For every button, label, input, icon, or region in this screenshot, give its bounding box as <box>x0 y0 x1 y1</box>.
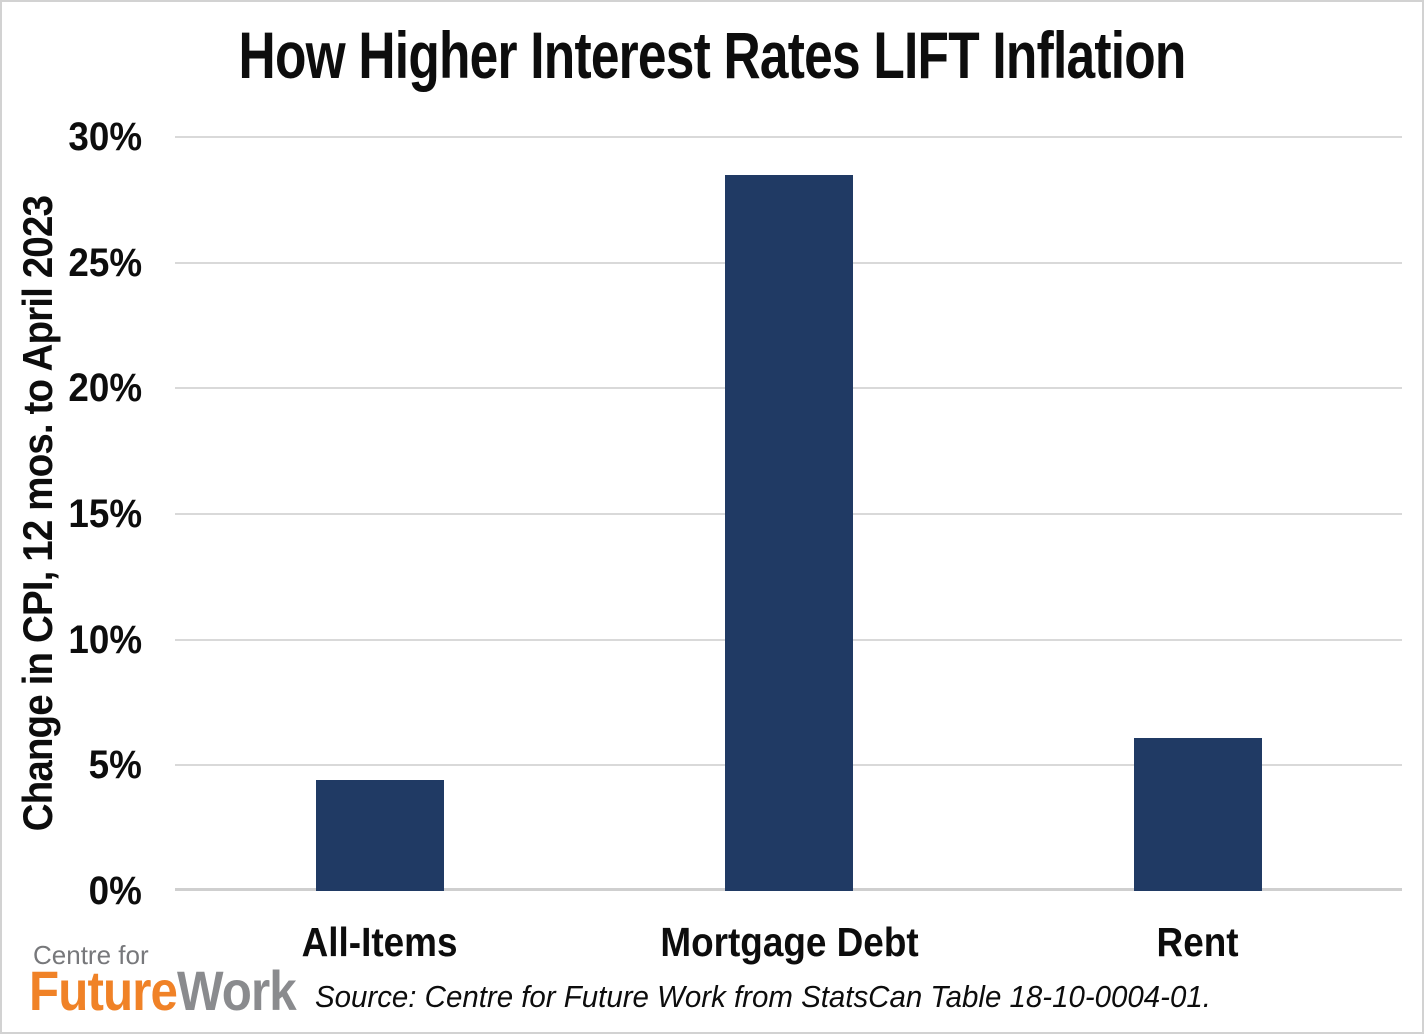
x-label-text: All-Items <box>302 919 458 965</box>
logo-line2: FutureWork <box>29 959 297 1022</box>
y-tick-label: 0% <box>88 869 142 913</box>
gridline-30% <box>175 136 1402 138</box>
x-label-rent: Rent <box>988 919 1408 965</box>
y-tick-10%: 10% <box>2 616 142 664</box>
x-label-mortgage-debt: Mortgage Debt <box>579 919 999 965</box>
logo-word-future: Future <box>29 959 178 1022</box>
logo-word-work: Work <box>177 959 297 1022</box>
y-tick-25%: 25% <box>2 239 142 287</box>
y-tick-label: 15% <box>68 492 142 536</box>
x-label-all-items: All-Items <box>170 919 590 965</box>
y-tick-label: 20% <box>68 366 142 410</box>
y-tick-label: 10% <box>68 618 142 662</box>
y-tick-20%: 20% <box>2 364 142 412</box>
y-tick-label: 5% <box>88 743 142 787</box>
y-tick-0%: 0% <box>2 867 142 915</box>
source-note: Source: Centre for Future Work from Stat… <box>315 979 1258 1015</box>
bar-all-items <box>316 780 444 891</box>
chart-title: How Higher Interest Rates LIFT Inflation <box>2 18 1422 92</box>
y-tick-15%: 15% <box>2 490 142 538</box>
source-note-text: Source: Centre for Future Work from Stat… <box>315 979 1211 1014</box>
bar-rent <box>1134 738 1262 891</box>
chart-title-text: How Higher Interest Rates LIFT Inflation <box>238 18 1186 92</box>
y-tick-5%: 5% <box>2 741 142 789</box>
x-label-text: Mortgage Debt <box>659 919 919 965</box>
y-tick-30%: 30% <box>2 113 142 161</box>
y-tick-label: 30% <box>68 115 142 159</box>
y-tick-label: 25% <box>68 241 142 285</box>
bar-mortgage-debt <box>725 175 853 891</box>
plot-area <box>175 136 1402 891</box>
x-label-text: Rent <box>1156 919 1239 965</box>
logo-line1: Centre for <box>33 940 149 970</box>
